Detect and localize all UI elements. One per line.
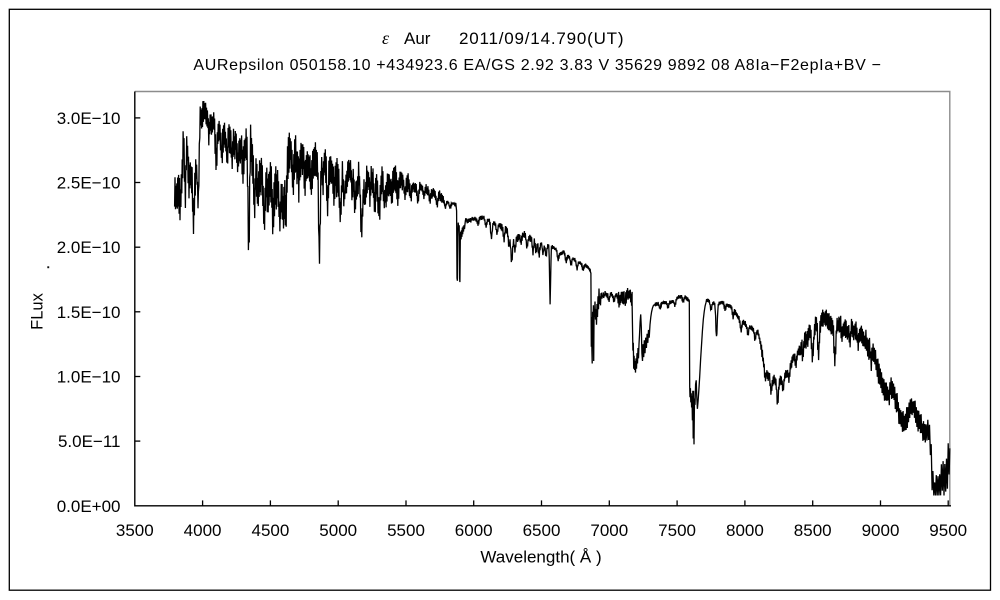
svg-text:0.0E+00: 0.0E+00 xyxy=(57,497,121,516)
svg-text:1.0E−10: 1.0E−10 xyxy=(57,368,121,387)
svg-text:9500: 9500 xyxy=(929,521,967,540)
svg-text:7500: 7500 xyxy=(658,521,696,540)
svg-text:Wavelength( Å ): Wavelength( Å ) xyxy=(480,548,601,567)
svg-text:5500: 5500 xyxy=(387,521,425,540)
svg-text:2011/09/14.790(UT): 2011/09/14.790(UT) xyxy=(459,29,624,48)
svg-text:2.5E−10: 2.5E−10 xyxy=(57,174,121,193)
svg-text:5.0E−11: 5.0E−11 xyxy=(58,432,121,451)
svg-text:Aur: Aur xyxy=(404,29,431,48)
svg-text:ε: ε xyxy=(382,28,390,48)
svg-text:4500: 4500 xyxy=(251,521,289,540)
svg-text:4000: 4000 xyxy=(184,521,222,540)
svg-text:8500: 8500 xyxy=(794,521,832,540)
svg-text:1.5E−10: 1.5E−10 xyxy=(57,303,121,322)
svg-text:5000: 5000 xyxy=(319,521,357,540)
svg-text:FLux: FLux xyxy=(29,292,47,329)
svg-text:9000: 9000 xyxy=(862,521,900,540)
svg-text:6500: 6500 xyxy=(523,521,561,540)
svg-text:8000: 8000 xyxy=(726,521,764,540)
svg-text:3500: 3500 xyxy=(116,521,154,540)
svg-text:AURepsilon 050158.10 +434923.6: AURepsilon 050158.10 +434923.6 EA/GS 2.9… xyxy=(193,57,881,74)
svg-text:6000: 6000 xyxy=(455,521,493,540)
svg-text:3.0E−10: 3.0E−10 xyxy=(57,109,121,128)
svg-text:7000: 7000 xyxy=(590,521,628,540)
svg-text:2.0E−10: 2.0E−10 xyxy=(57,238,121,257)
